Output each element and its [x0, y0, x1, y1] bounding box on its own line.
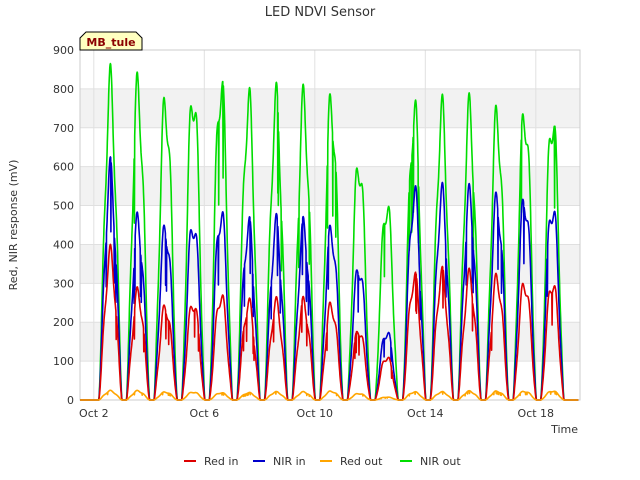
legend-label: NIR out	[420, 455, 461, 468]
plot-band	[80, 166, 580, 206]
x-tick-label: Oct 6	[190, 407, 220, 420]
legend: Red in NIR in Red out NIR out	[184, 455, 461, 468]
y-axis-label: Red, NIR response (mV)	[7, 160, 20, 291]
x-axis-label: Time	[550, 423, 578, 436]
series-layer	[79, 62, 579, 401]
y-tick-label: 500	[53, 200, 74, 213]
x-tick-label: Oct 14	[407, 407, 444, 420]
x-tick-label: Oct 2	[79, 407, 109, 420]
y-tick-label: 700	[53, 122, 74, 135]
series-line-nir-in	[79, 156, 579, 401]
y-tick-label: 0	[67, 394, 74, 407]
y-tick-label: 900	[53, 44, 74, 57]
plot-band	[80, 322, 580, 362]
x-tick-labels: Oct 2 Oct 6 Oct 10 Oct 14 Oct 18	[79, 407, 554, 420]
plot-frame	[79, 49, 581, 401]
series-line-red-in	[79, 243, 579, 401]
y-tick-label: 100	[53, 355, 74, 368]
series-line-red-out	[79, 389, 579, 401]
y-tick-label: 200	[53, 316, 74, 329]
chart-title: LED NDVI Sensor	[265, 5, 376, 20]
site-label: MB_tule	[86, 36, 135, 49]
y-tick-label: 300	[53, 277, 74, 290]
y-tick-labels: 0 100 200 300 400 500 600 700 800 900	[53, 44, 74, 407]
series-line-nir-out	[79, 62, 579, 401]
legend-label: Red in	[204, 455, 238, 468]
x-tick-label: Oct 18	[518, 407, 555, 420]
y-tick-label: 600	[53, 161, 74, 174]
y-tick-label: 400	[53, 238, 74, 251]
legend-label: Red out	[340, 455, 383, 468]
x-tick-label: Oct 10	[297, 407, 334, 420]
legend-label: NIR in	[273, 455, 306, 468]
y-tick-label: 800	[53, 83, 74, 96]
site-label-box: MB_tule	[79, 31, 143, 51]
